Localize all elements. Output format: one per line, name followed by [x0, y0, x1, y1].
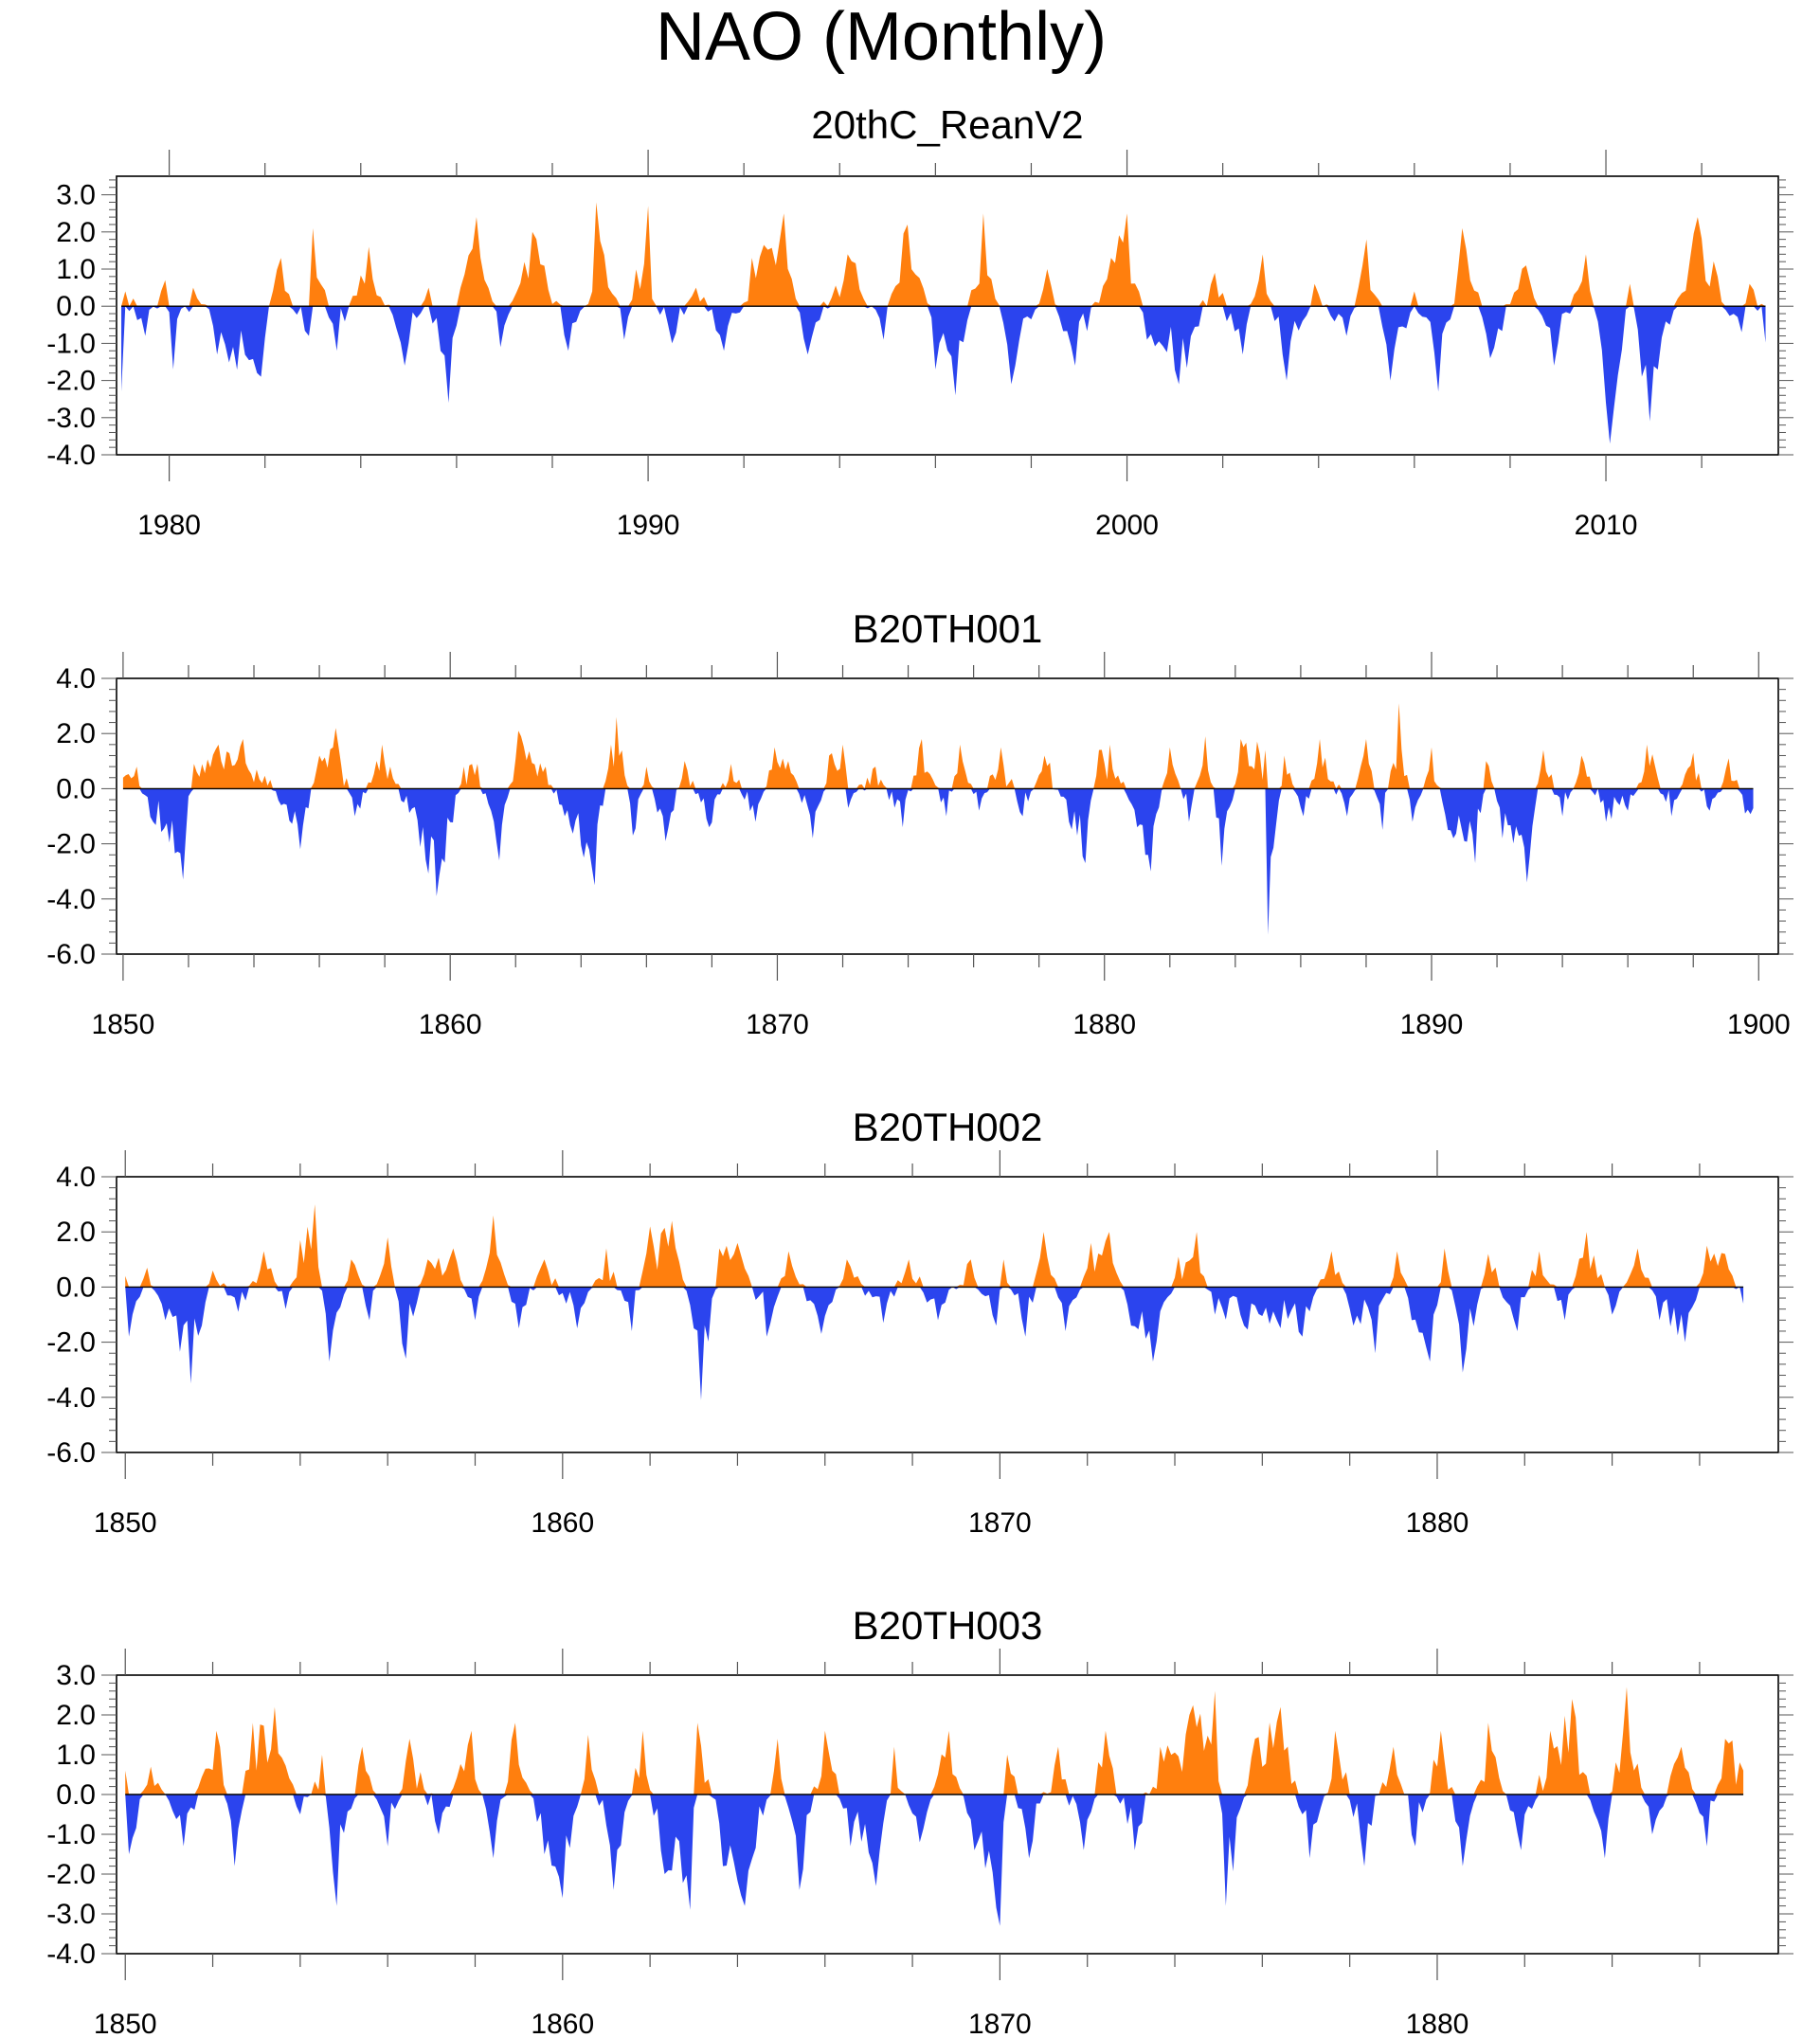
x-tick-label: 1870: [746, 1009, 809, 1040]
positive-area: [125, 1204, 1744, 1288]
y-tick-label: 0.0: [56, 1779, 96, 1811]
x-tick-label: 1870: [968, 1507, 1032, 1539]
y-tick-label: -2.0: [46, 366, 96, 397]
series-fill: [122, 703, 1754, 935]
negative-area: [121, 306, 1766, 444]
x-tick-label: 1990: [617, 510, 680, 541]
y-tick-label: -2.0: [46, 1327, 96, 1359]
y-axis: -4.0 -3.0 -2.0 -1.0 0.0 1.0 2.0 3.0: [46, 1660, 1793, 1970]
plot-frame: [116, 677, 1779, 955]
y-tick-label: 0.0: [56, 291, 96, 322]
x-axis: 1850 1860 1870 1880 1890 1900: [92, 652, 1791, 1040]
negative-area: [125, 1795, 1744, 1926]
x-axis: 1980 1990 2000 2010: [137, 150, 1703, 541]
x-tick-label: 2010: [1575, 510, 1638, 541]
panel-b20th003: B20TH003 -4.0-3.0-2.0-1.00.01.02.03.0185…: [46, 1603, 1793, 2038]
y-tick-label: -4.0: [46, 1939, 96, 1970]
y-axis: -6.0 -4.0 -2.0 0.0 2.0 4.0: [46, 663, 1793, 970]
panel-20thc-reanv2: 20thC_ReanV2 -4.0 -3.0 -2.0 -1.0 0.0 1.0 2.0 3.…: [46, 102, 1793, 541]
y-tick-label: -2.0: [46, 829, 96, 860]
y-tick-label: -4.0: [46, 884, 96, 915]
y-tick-label: -2.0: [46, 1859, 96, 1890]
negative-area: [122, 788, 1754, 935]
x-tick-label: 1880: [1406, 1507, 1469, 1539]
x-tick-label: 1880: [1406, 2009, 1469, 2038]
y-tick-label: 2.0: [56, 217, 96, 248]
x-tick-label: 1860: [419, 1009, 482, 1040]
x-tick-label: 1850: [92, 1009, 155, 1040]
x-tick-label: 1870: [968, 2009, 1032, 2038]
y-tick-label: -1.0: [46, 1819, 96, 1850]
panel-title: B20TH002: [853, 1105, 1043, 1149]
y-tick-label: -4.0: [46, 440, 96, 471]
series-fill: [125, 1204, 1744, 1400]
x-tick-label: 1890: [1400, 1009, 1464, 1040]
y-tick-label: 4.0: [56, 1162, 96, 1193]
negative-area: [125, 1287, 1744, 1400]
y-tick-label: 3.0: [56, 1660, 96, 1691]
x-tick-label: 1880: [1072, 1009, 1136, 1040]
y-tick-label: 3.0: [56, 180, 96, 211]
x-axis: 1850 1860 1870 1880: [94, 1150, 1701, 1539]
x-tick-label: 1900: [1727, 1009, 1791, 1040]
y-tick-label: -4.0: [46, 1382, 96, 1414]
x-axis: 1850 1860 1870 1880: [94, 1649, 1701, 2038]
plot-frame: [116, 1674, 1779, 1955]
y-axis: -4.0 -3.0 -2.0 -1.0 0.0 1.0 2.0 3.0: [46, 179, 1793, 471]
x-tick-label: 1850: [94, 1507, 157, 1539]
y-tick-label: -6.0: [46, 1437, 96, 1469]
y-tick-label: 0.0: [56, 1271, 96, 1303]
positive-area: [121, 202, 1766, 307]
x-tick-label: 1850: [94, 2009, 157, 2038]
y-tick-label: 0.0: [56, 773, 96, 804]
x-tick-label: 1860: [531, 1507, 594, 1539]
plot-frame: [116, 175, 1779, 456]
x-tick-label: 2000: [1095, 510, 1159, 541]
y-tick-label: 1.0: [56, 254, 96, 285]
y-tick-label: -3.0: [46, 1899, 96, 1930]
series-fill: [121, 202, 1766, 444]
y-tick-label: -6.0: [46, 939, 96, 970]
y-tick-label: 2.0: [56, 1217, 96, 1248]
panel-title: 20thC_ReanV2: [811, 102, 1083, 147]
y-tick-label: 2.0: [56, 718, 96, 749]
plot-frame: [116, 1176, 1779, 1453]
positive-area: [125, 1686, 1744, 1795]
y-tick-label: -3.0: [46, 403, 96, 434]
x-tick-label: 1980: [137, 510, 201, 541]
figure-title: NAO (Monthly): [656, 0, 1107, 75]
positive-area: [122, 703, 1754, 789]
series-fill: [125, 1686, 1744, 1926]
y-tick-label: -1.0: [46, 328, 96, 359]
y-tick-label: 1.0: [56, 1740, 96, 1771]
panel-title: B20TH003: [853, 1603, 1043, 1648]
x-tick-label: 1860: [531, 2009, 594, 2038]
y-axis: -6.0 -4.0 -2.0 0.0 2.0 4.0: [46, 1162, 1793, 1469]
y-tick-label: 2.0: [56, 1700, 96, 1731]
y-tick-label: 4.0: [56, 663, 96, 694]
panel-title: B20TH001: [853, 606, 1043, 651]
